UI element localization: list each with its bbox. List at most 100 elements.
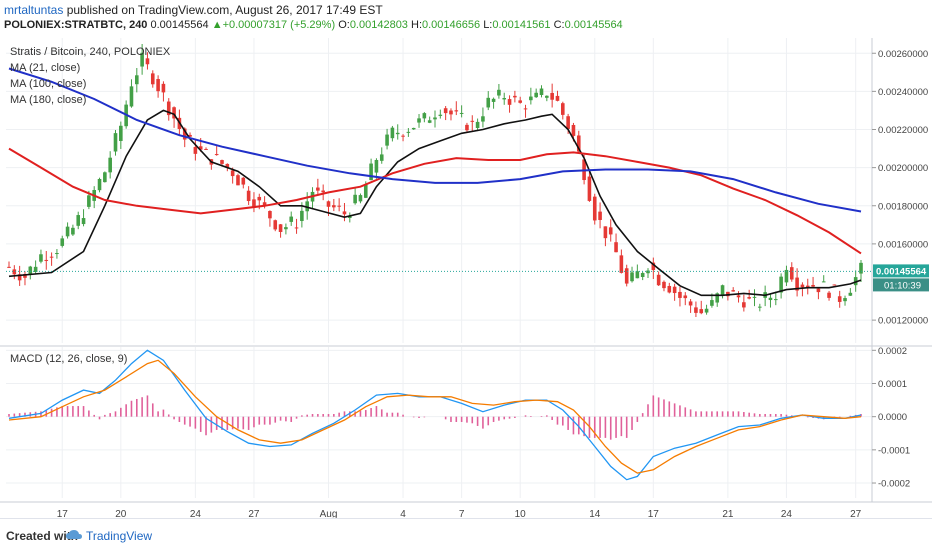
candle-body bbox=[236, 175, 240, 186]
candle-body bbox=[800, 284, 805, 288]
y-tick-label: 0.00240000 bbox=[878, 87, 928, 98]
candle-body bbox=[513, 95, 517, 98]
candle-body bbox=[135, 75, 139, 85]
legend-ma21[interactable]: MA (21, close) bbox=[10, 62, 81, 74]
price-badges: 0.00145564 01:10:39 bbox=[873, 264, 929, 292]
candle-body bbox=[576, 135, 581, 152]
moving-average-lines bbox=[6, 67, 872, 297]
candle-body bbox=[28, 266, 33, 275]
candle-body bbox=[150, 73, 155, 85]
price-change: +0.00007317 (+5.29%) bbox=[222, 19, 336, 31]
candle-body bbox=[704, 308, 709, 313]
candle-body bbox=[252, 199, 256, 208]
last-price-badge-text: 0.00145564 bbox=[876, 266, 927, 277]
candle-body bbox=[789, 267, 794, 280]
candle-body bbox=[374, 159, 379, 173]
x-tick-label: 27 bbox=[850, 509, 862, 518]
candle-body bbox=[406, 131, 411, 133]
candle-body bbox=[752, 296, 757, 298]
candle-body bbox=[337, 205, 341, 207]
x-tick-label: 21 bbox=[722, 509, 734, 518]
x-tick-label: 24 bbox=[781, 509, 793, 518]
candle-body bbox=[491, 98, 496, 102]
candle-body bbox=[332, 205, 336, 208]
candle-body bbox=[779, 276, 783, 293]
candle-body bbox=[465, 124, 469, 131]
candle-body bbox=[475, 121, 480, 128]
change-up-arrow-icon: ▲ bbox=[211, 19, 223, 31]
candle-body bbox=[156, 79, 160, 92]
candle-body bbox=[230, 170, 235, 177]
candle-body bbox=[49, 256, 54, 258]
candle-body bbox=[555, 95, 560, 101]
candle-body bbox=[161, 83, 166, 93]
candle-body bbox=[81, 218, 86, 225]
legend-ma100[interactable]: MA (100, close) bbox=[10, 78, 87, 90]
countdown-badge-text: 01:10:39 bbox=[884, 280, 921, 291]
candle-body bbox=[113, 133, 118, 152]
candle-body bbox=[433, 117, 437, 120]
candle-body bbox=[720, 285, 725, 295]
candle-body bbox=[853, 277, 858, 286]
candle-body bbox=[198, 146, 203, 150]
y-tick-label: 0.00160000 bbox=[878, 239, 928, 250]
candle-body bbox=[44, 259, 49, 261]
candle-body bbox=[17, 274, 22, 281]
candle-body bbox=[321, 190, 325, 193]
candle-body bbox=[385, 134, 389, 146]
y-tick-label: 0.00120000 bbox=[878, 316, 928, 327]
candle-body bbox=[369, 163, 373, 181]
candle-body bbox=[427, 120, 432, 123]
legend-macd[interactable]: MACD (12, 26, close, 9) bbox=[10, 353, 128, 365]
candle-body bbox=[220, 160, 224, 164]
candle-body bbox=[837, 296, 842, 302]
y-tick-label: 0.00260000 bbox=[878, 49, 928, 60]
candle-body bbox=[624, 268, 629, 284]
candle-body bbox=[694, 307, 698, 313]
candle-body bbox=[619, 255, 624, 273]
candle-body bbox=[486, 97, 491, 108]
published-text: published on TradingView.com, August 26,… bbox=[66, 3, 383, 17]
candle-body bbox=[422, 113, 427, 119]
candle-body bbox=[401, 135, 405, 137]
x-tick-label: 17 bbox=[648, 509, 660, 518]
candle-body bbox=[262, 202, 267, 206]
candle-body bbox=[305, 201, 309, 212]
candle-body bbox=[768, 297, 773, 301]
candle-body bbox=[246, 190, 251, 202]
x-tick-label: 4 bbox=[400, 509, 406, 518]
candle-body bbox=[550, 92, 554, 100]
candle-body bbox=[71, 227, 75, 235]
candle-body bbox=[166, 101, 171, 116]
x-tick-label: 14 bbox=[589, 509, 601, 518]
candle-body bbox=[571, 124, 576, 136]
candle-body bbox=[529, 96, 533, 101]
candle-body bbox=[736, 295, 741, 298]
candle-body bbox=[710, 300, 714, 306]
ohlc-open: O:0.00142803 bbox=[338, 19, 408, 31]
candle-body bbox=[678, 291, 682, 298]
ohlc-low: L:0.00141561 bbox=[483, 19, 551, 31]
macd-histogram bbox=[8, 395, 862, 440]
candle-body bbox=[651, 262, 656, 271]
chart-canvas[interactable]: 17 20 24 27 Aug 4 7 10 14 17 21 24 27 0.00260000 0.002… bbox=[0, 38, 932, 518]
candle-body bbox=[539, 88, 544, 96]
candle-body bbox=[353, 194, 357, 204]
candle-body bbox=[326, 201, 331, 207]
candle-body bbox=[843, 298, 847, 302]
tradingview-link[interactable]: TradingView bbox=[86, 529, 153, 543]
candle-body bbox=[683, 295, 688, 299]
legend-ma180[interactable]: MA (180, close) bbox=[10, 94, 87, 106]
y-tick-label: 0.00180000 bbox=[878, 201, 928, 212]
candle-body bbox=[76, 215, 81, 226]
price-grid bbox=[6, 38, 872, 343]
candle-body bbox=[758, 306, 762, 308]
candle-body bbox=[12, 269, 17, 275]
candle-body bbox=[859, 262, 863, 274]
macd-tick-label: 0.0002 bbox=[878, 346, 907, 357]
author-link[interactable]: mrtaltuntas bbox=[4, 3, 64, 17]
candle-body bbox=[358, 195, 363, 202]
candle-body bbox=[449, 110, 453, 115]
candle-body bbox=[454, 110, 459, 112]
candle-body bbox=[140, 52, 144, 67]
